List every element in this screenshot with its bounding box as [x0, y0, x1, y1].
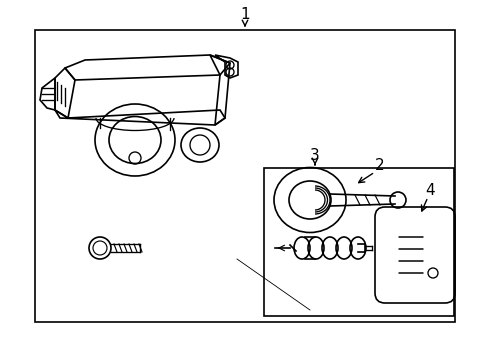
Text: 4: 4 [425, 183, 434, 198]
Text: 3: 3 [309, 148, 319, 162]
Text: 1: 1 [240, 6, 249, 22]
Bar [35, 30, 454, 322]
Text: 2: 2 [374, 158, 384, 172]
Bar [264, 168, 453, 316]
